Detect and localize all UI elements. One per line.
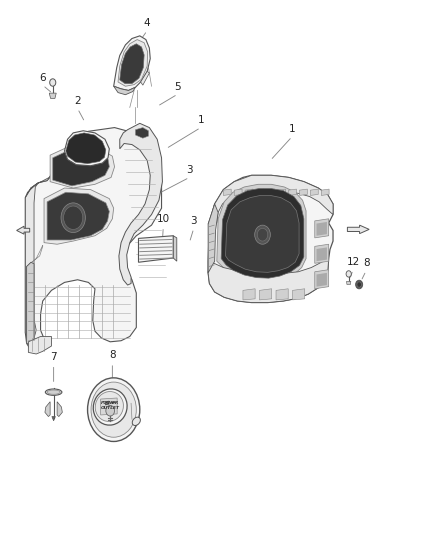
Polygon shape — [221, 189, 304, 278]
Polygon shape — [226, 196, 299, 272]
Polygon shape — [118, 39, 148, 86]
Text: POWER
OUTLET: POWER OUTLET — [101, 401, 120, 410]
Polygon shape — [317, 222, 327, 236]
Polygon shape — [317, 247, 327, 261]
Polygon shape — [208, 204, 218, 273]
Polygon shape — [267, 189, 275, 196]
Polygon shape — [53, 149, 110, 186]
Polygon shape — [27, 245, 43, 343]
Text: 9: 9 — [255, 231, 261, 241]
Ellipse shape — [46, 389, 62, 395]
Polygon shape — [278, 189, 286, 196]
Polygon shape — [208, 259, 328, 303]
Text: 4: 4 — [144, 18, 151, 28]
Text: 1: 1 — [289, 124, 295, 134]
Polygon shape — [311, 189, 318, 196]
Ellipse shape — [93, 389, 127, 425]
Polygon shape — [321, 189, 329, 196]
Text: 11: 11 — [283, 278, 296, 288]
Polygon shape — [114, 86, 135, 95]
Circle shape — [61, 203, 85, 232]
Polygon shape — [27, 262, 34, 345]
Polygon shape — [243, 289, 255, 300]
Circle shape — [88, 378, 140, 441]
Text: 8: 8 — [363, 258, 369, 268]
Polygon shape — [28, 336, 51, 354]
Polygon shape — [25, 127, 162, 351]
Text: 6: 6 — [39, 72, 46, 83]
Polygon shape — [120, 44, 144, 84]
Text: 3: 3 — [186, 165, 193, 175]
Circle shape — [346, 271, 351, 277]
Polygon shape — [315, 219, 328, 238]
Polygon shape — [217, 184, 306, 281]
Polygon shape — [45, 402, 50, 417]
Text: 12: 12 — [346, 257, 360, 267]
Ellipse shape — [47, 390, 60, 394]
Polygon shape — [208, 175, 333, 224]
Polygon shape — [346, 281, 351, 285]
Polygon shape — [138, 236, 173, 262]
Polygon shape — [234, 189, 242, 196]
Polygon shape — [114, 36, 150, 91]
Polygon shape — [135, 127, 148, 138]
Polygon shape — [317, 273, 327, 287]
Polygon shape — [293, 289, 305, 300]
Polygon shape — [256, 189, 264, 196]
Circle shape — [357, 282, 361, 287]
Polygon shape — [315, 244, 328, 263]
Polygon shape — [300, 189, 307, 196]
Ellipse shape — [132, 417, 140, 425]
Polygon shape — [173, 236, 177, 261]
Polygon shape — [66, 133, 106, 164]
Text: 3: 3 — [191, 216, 197, 225]
Text: 7: 7 — [50, 352, 57, 362]
Polygon shape — [52, 417, 55, 421]
Text: 8: 8 — [109, 350, 116, 360]
Polygon shape — [208, 175, 333, 303]
Polygon shape — [64, 131, 110, 166]
Polygon shape — [101, 398, 117, 415]
Polygon shape — [17, 226, 30, 234]
Circle shape — [356, 280, 363, 289]
Text: 10: 10 — [157, 214, 170, 224]
Circle shape — [64, 206, 83, 229]
Polygon shape — [119, 123, 162, 285]
Polygon shape — [315, 270, 328, 289]
Polygon shape — [141, 71, 149, 85]
Polygon shape — [49, 93, 56, 99]
Polygon shape — [25, 156, 64, 198]
Polygon shape — [259, 289, 272, 300]
Text: 2: 2 — [74, 96, 81, 106]
Circle shape — [257, 228, 268, 241]
Polygon shape — [50, 144, 115, 188]
Polygon shape — [289, 189, 297, 196]
Polygon shape — [47, 192, 110, 240]
Polygon shape — [57, 402, 62, 417]
Circle shape — [106, 406, 115, 416]
Circle shape — [49, 79, 56, 86]
Text: 5: 5 — [174, 82, 181, 92]
Text: 1: 1 — [198, 115, 204, 125]
Circle shape — [91, 382, 136, 437]
Polygon shape — [25, 183, 39, 342]
Polygon shape — [245, 189, 253, 196]
Polygon shape — [44, 188, 114, 244]
Polygon shape — [223, 189, 231, 196]
Ellipse shape — [95, 392, 124, 422]
Circle shape — [254, 225, 270, 244]
Polygon shape — [276, 289, 288, 300]
Polygon shape — [347, 225, 369, 233]
